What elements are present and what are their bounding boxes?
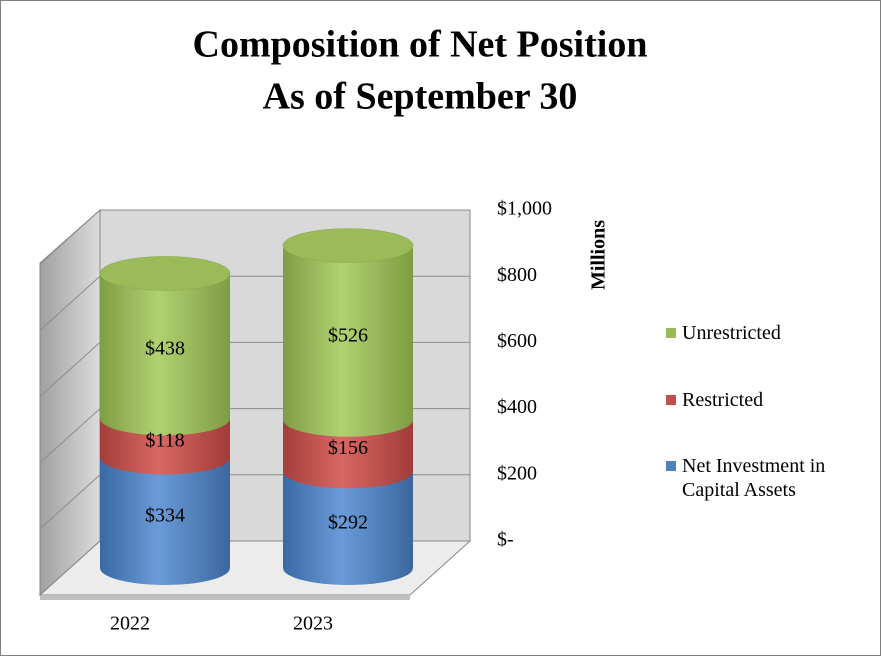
grid-line-side [39,275,101,331]
y-tick-label: $600 [497,330,537,352]
legend-label: Unrestricted [682,322,781,344]
legend-swatch [666,461,676,471]
grid-line-side [39,474,101,530]
y-tick-label: $200 [497,462,537,484]
legend-label: Restricted [682,389,764,411]
bar-top [282,228,414,263]
y-tick-label: $400 [497,396,537,418]
side-wall [39,208,101,597]
bar [100,256,230,436]
y-tick-label: $1,000 [497,198,552,220]
grid-line-side [39,408,101,463]
value-label: $334 [145,504,185,526]
legend-item: Unrestricted [660,321,870,345]
value-label: $118 [145,430,184,452]
value-label: $292 [328,511,368,533]
grid-line-side [39,342,101,397]
legend-swatch [666,395,676,405]
chart-title: Composition of Net Position [193,24,648,66]
x-tick-label: 2023 [293,613,333,635]
value-label: $156 [328,437,368,459]
bar [283,228,413,437]
value-label: $438 [145,337,185,359]
bar-top [99,256,231,291]
legend-swatch [666,328,676,338]
bar [283,454,413,585]
legend-item: Net Investment in Capital Assets [660,454,870,502]
x-tick-label: 2022 [110,613,150,635]
legend-label: Net Investment in Capital Assets [682,455,826,501]
legend-item: Restricted [660,388,870,412]
value-label: $526 [328,324,368,346]
grid-line-side [39,209,101,265]
bar [100,440,230,585]
y-axis-label: Millions [588,220,610,290]
chart-subtitle: As of September 30 [263,76,578,118]
grid-line-side [39,540,101,596]
floor-edge [40,595,410,600]
y-tick-label: $- [497,529,514,551]
y-tick-label: $800 [497,264,537,286]
